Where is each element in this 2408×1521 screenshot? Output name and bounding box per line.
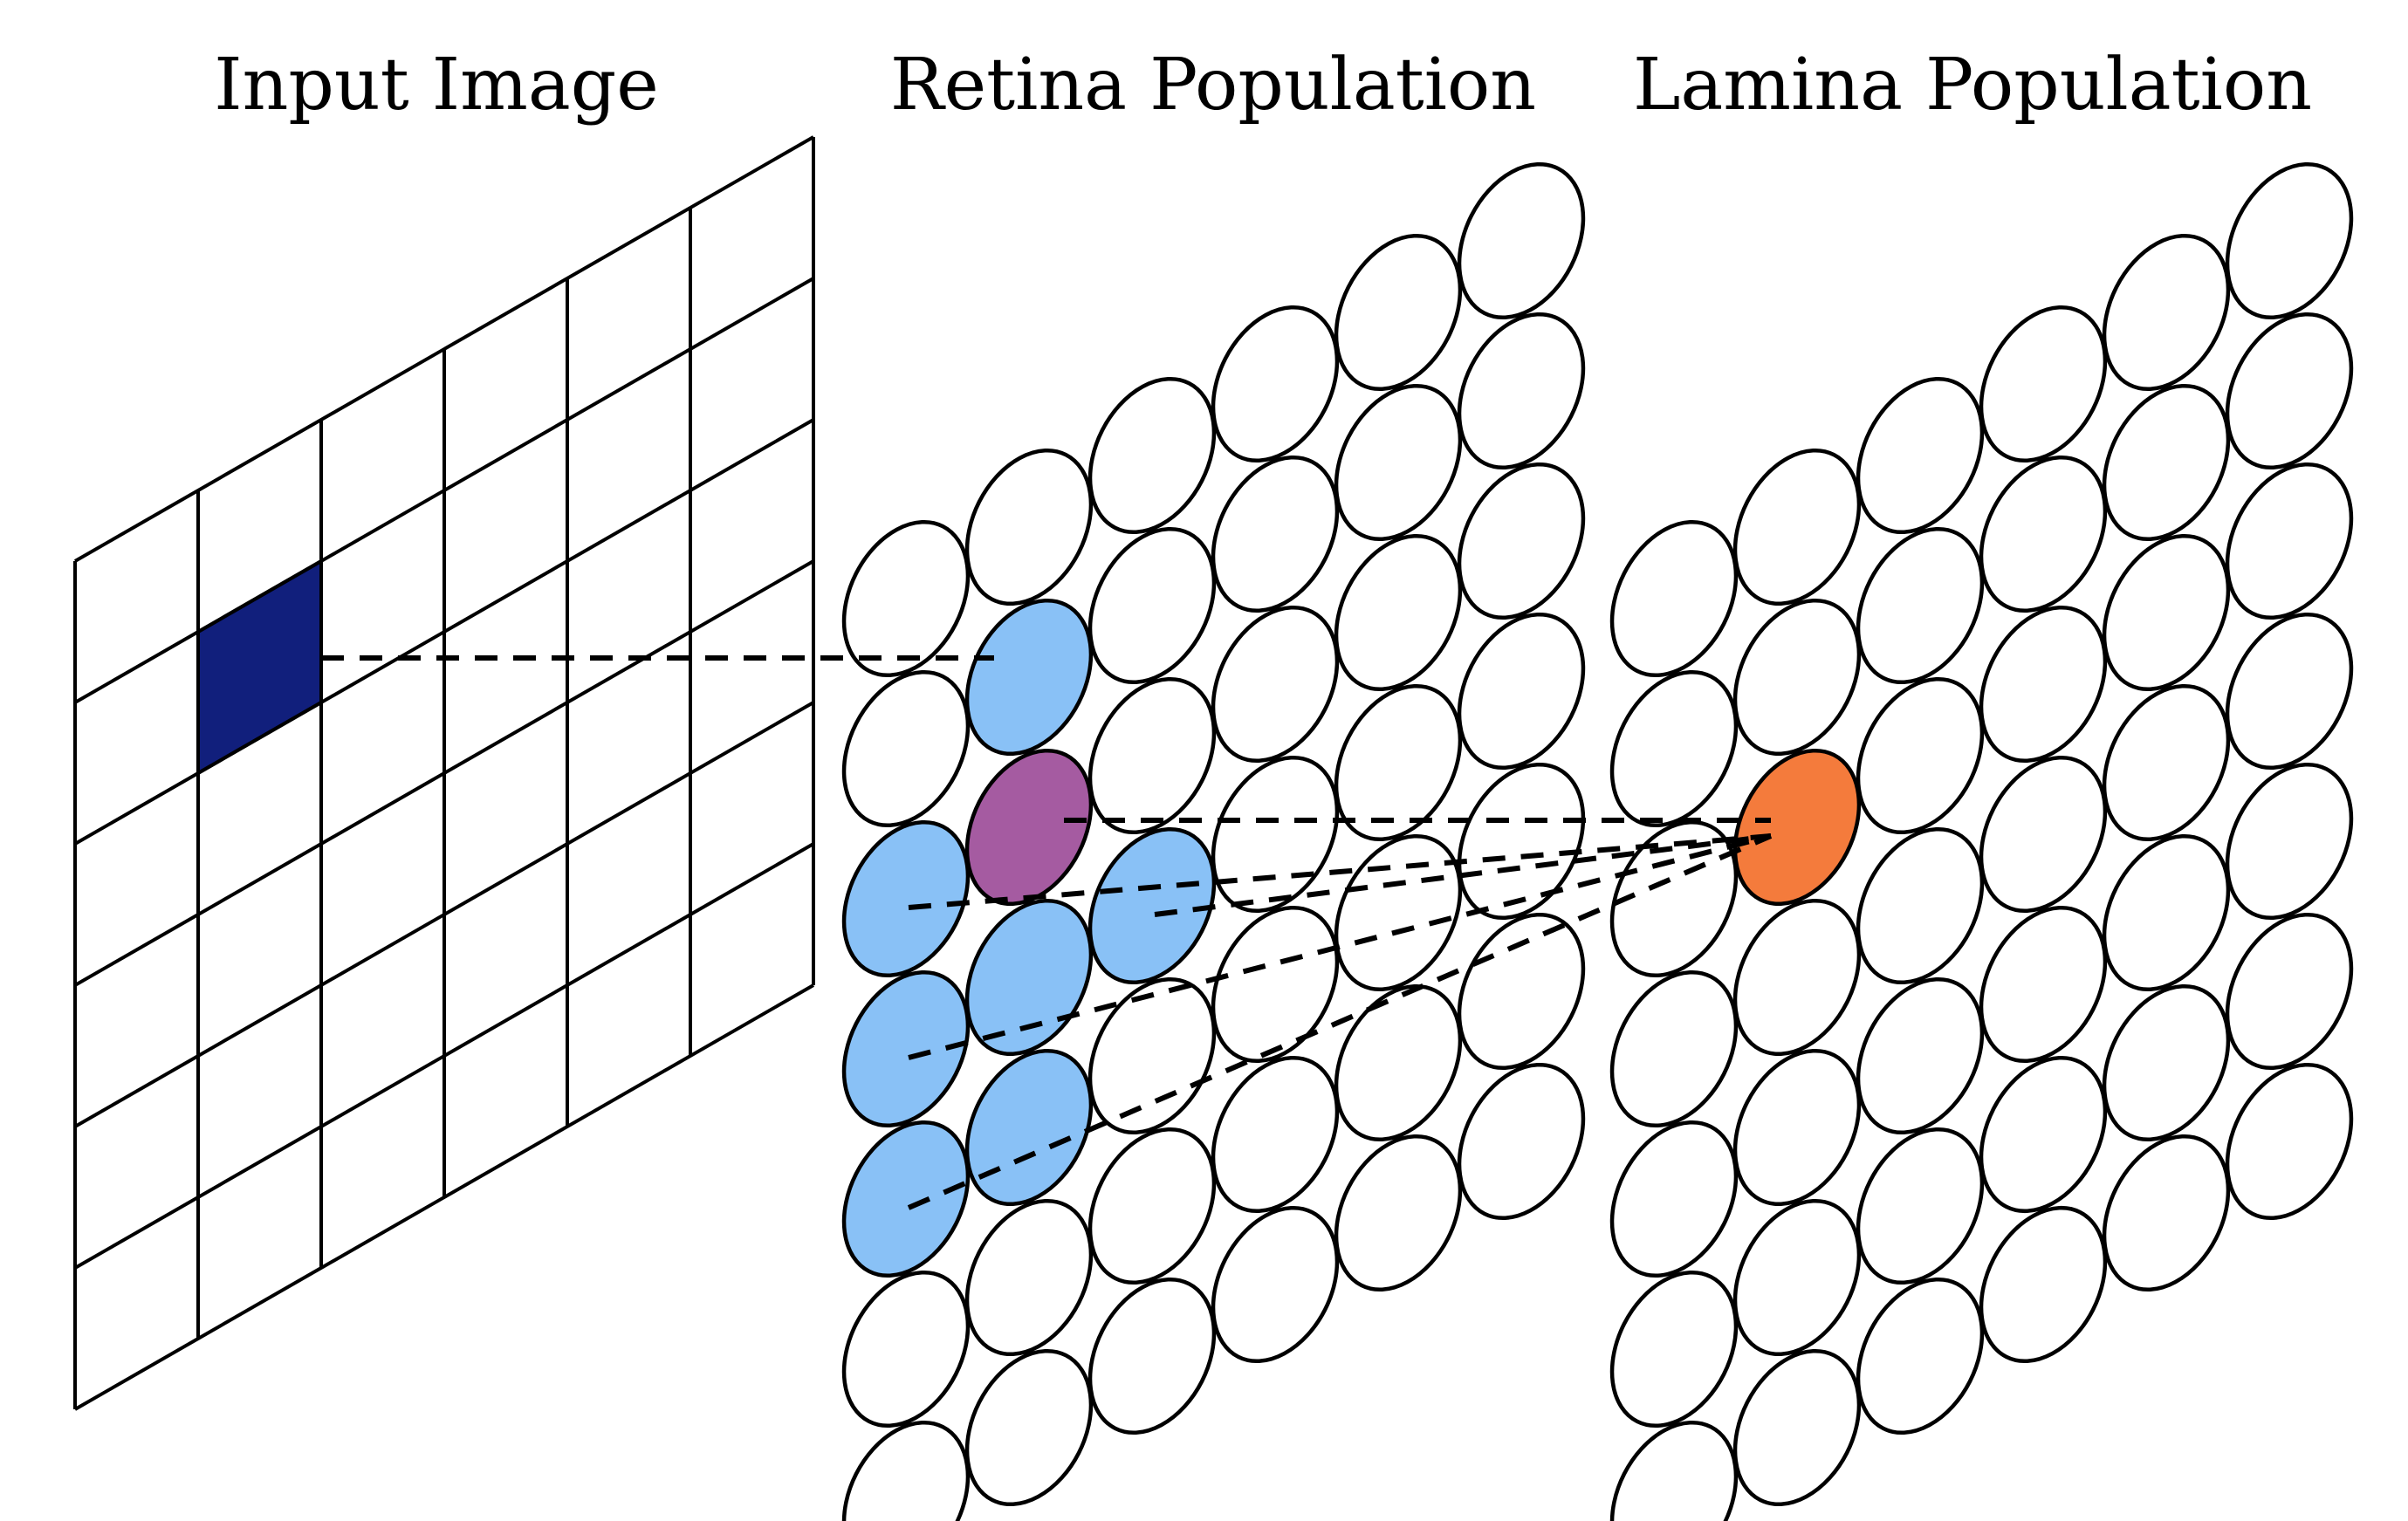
neuron <box>1609 1120 1739 1278</box>
neuron <box>1732 898 1862 1057</box>
neuron <box>1979 455 2108 613</box>
neuron <box>1457 312 1586 470</box>
neuron <box>1732 598 1862 757</box>
neuron <box>1609 1420 1739 1521</box>
neuron <box>1334 683 1463 842</box>
neuron <box>1979 605 2108 764</box>
neuron <box>964 448 1094 606</box>
neuron <box>2225 762 2354 921</box>
neuron <box>1334 833 1463 992</box>
neuron <box>2225 312 2354 470</box>
neuron <box>2225 912 2354 1071</box>
neuron <box>964 1348 1094 1507</box>
connection-lines <box>321 655 1773 1210</box>
neuron <box>841 1120 971 1278</box>
neuron <box>2225 161 2354 320</box>
neuron <box>1609 519 1739 678</box>
neuron <box>1087 826 1217 985</box>
neuron <box>1334 1134 1463 1292</box>
neuron <box>841 819 971 978</box>
neuron <box>964 1198 1094 1357</box>
neuron <box>1856 676 1985 835</box>
neuron <box>2102 233 2231 392</box>
neuron <box>1609 669 1739 828</box>
retina-to-lamina-connection <box>1154 833 1772 917</box>
input-image-grid <box>73 135 815 1411</box>
neuron <box>1211 605 1340 764</box>
neuron <box>1087 526 1217 685</box>
neuron <box>1211 1205 1340 1364</box>
neuron <box>1856 1277 1985 1435</box>
neuron <box>1979 305 2108 463</box>
neuron <box>1087 1127 1217 1285</box>
neuron <box>1334 983 1463 1142</box>
retina-population-title: Retina Population <box>889 44 1537 127</box>
neuron <box>1087 676 1217 835</box>
neuron <box>1979 1205 2108 1364</box>
neuron <box>2102 1134 2231 1292</box>
neuron <box>1979 755 2108 914</box>
neuron <box>841 519 971 678</box>
neuron <box>2225 612 2354 771</box>
neuron <box>2102 833 2231 992</box>
input-image-title: Input Image <box>214 44 659 127</box>
neuron <box>2225 1062 2354 1221</box>
lamina-population-title: Lamina Population <box>1632 44 2313 127</box>
highlighted-pixel <box>196 558 323 777</box>
neuron <box>1732 448 1862 606</box>
lamina-population-grid <box>1609 161 2354 1521</box>
neuron <box>2102 983 2231 1142</box>
neuron <box>1856 526 1985 685</box>
neuron <box>964 898 1094 1057</box>
neuron <box>1211 905 1340 1064</box>
neuron <box>1211 1055 1340 1214</box>
neuron <box>1732 1048 1862 1207</box>
neuron <box>1609 969 1739 1128</box>
neuron <box>1856 376 1985 535</box>
neuron <box>1087 376 1217 535</box>
neuron <box>1856 1127 1985 1285</box>
neuron <box>1609 819 1739 978</box>
neuron <box>1732 748 1862 907</box>
neuron <box>1457 462 1586 620</box>
retina-to-lamina-connection <box>908 833 1772 1060</box>
neuron <box>1087 976 1217 1135</box>
neuron <box>841 969 971 1128</box>
neuron <box>1732 1348 1862 1507</box>
neuron <box>1457 161 1586 320</box>
neuron <box>841 1420 971 1521</box>
neuron <box>1979 905 2108 1064</box>
neuron <box>1856 826 1985 985</box>
neuron <box>1334 383 1463 542</box>
neuron <box>1211 755 1340 914</box>
neuron <box>1457 912 1586 1071</box>
neuron <box>1457 762 1586 921</box>
neuron <box>964 598 1094 757</box>
neuron <box>1732 1198 1862 1357</box>
neuron <box>964 1048 1094 1207</box>
neuron <box>1087 1277 1217 1435</box>
neuron <box>1457 1062 1586 1221</box>
neuron <box>1211 305 1340 463</box>
neuron <box>2102 683 2231 842</box>
neuron <box>2102 383 2231 542</box>
retina-to-lamina-connection <box>908 833 1772 910</box>
neuron <box>1609 1270 1739 1429</box>
neuron <box>1334 533 1463 692</box>
neuron <box>2225 462 2354 620</box>
neuron <box>1457 612 1586 771</box>
neuron <box>1334 233 1463 392</box>
retina-to-lamina-connection <box>907 833 1773 1210</box>
neuron <box>841 1270 971 1429</box>
neuron <box>1211 455 1340 613</box>
neuron <box>1979 1055 2108 1214</box>
neuron <box>841 669 971 828</box>
neuron <box>1856 976 1985 1135</box>
neuron <box>2102 533 2231 692</box>
retina-population-grid <box>841 161 1586 1521</box>
